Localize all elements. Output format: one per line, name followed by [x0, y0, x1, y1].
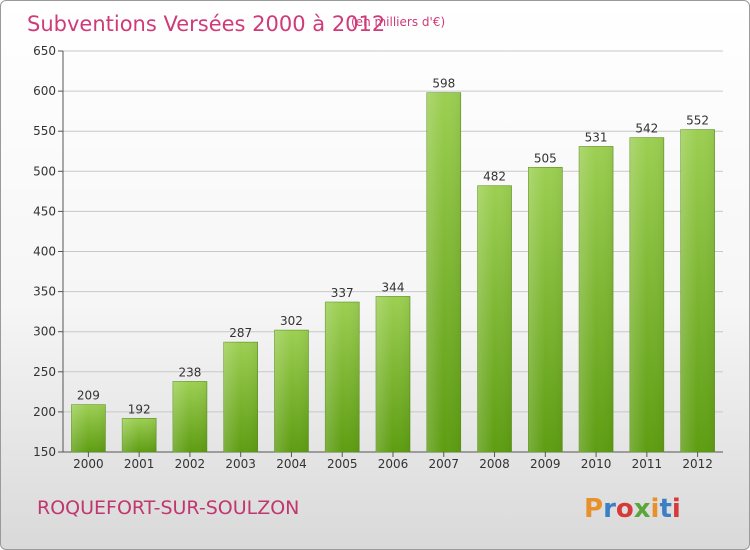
bar-shine-2000 — [71, 404, 106, 452]
proxiti-logo: Proxiti — [584, 494, 681, 524]
chart-title: Subventions Versées 2000 à 2012 — [27, 12, 385, 36]
data-labels: 209 192 238 287 302 337 344 598 482 505 531 542 552 — [77, 77, 709, 417]
bars — [71, 92, 715, 453]
value-label-2000: 209 — [77, 389, 100, 403]
x-tick-label-2000: 2000 — [73, 457, 104, 471]
logo-letter-1: r — [603, 494, 616, 524]
x-tick-label-2003: 2003 — [225, 457, 256, 471]
y-tick-label-650: 650 — [33, 44, 56, 58]
value-label-2006: 344 — [382, 280, 405, 294]
x-tick-label-2008: 2008 — [479, 457, 510, 471]
x-tick-label-2012: 2012 — [682, 457, 713, 471]
bar-shine-2009 — [528, 167, 563, 453]
value-label-2004: 302 — [280, 314, 303, 328]
value-label-2003: 287 — [229, 326, 252, 340]
x-tick-label-2007: 2007 — [428, 457, 459, 471]
x-tick-label-2002: 2002 — [175, 457, 206, 471]
value-label-2009: 505 — [534, 151, 557, 165]
logo-letter-6: i — [672, 494, 681, 524]
y-tick-label-450: 450 — [33, 204, 56, 218]
x-tick-label-2004: 2004 — [276, 457, 307, 471]
y-tick-label-600: 600 — [33, 84, 56, 98]
bar-shine-2011 — [629, 137, 664, 452]
logo-letter-5: t — [659, 494, 671, 524]
bar-shine-2005 — [325, 302, 360, 452]
y-tick-label-500: 500 — [33, 164, 56, 178]
logo-letter-3: x — [634, 494, 651, 524]
value-label-2011: 542 — [635, 122, 658, 136]
logo-letter-0: P — [584, 494, 603, 524]
x-tick-label-2005: 2005 — [327, 457, 358, 471]
logo-letter-2: o — [616, 494, 634, 524]
value-label-2001: 192 — [128, 402, 151, 416]
value-label-2012: 552 — [686, 114, 709, 128]
commune-name: ROQUEFORT-SUR-SOULZON — [37, 497, 299, 519]
x-tick-label-2006: 2006 — [378, 457, 409, 471]
value-label-2007: 598 — [432, 77, 455, 91]
x-tick-label-2011: 2011 — [632, 457, 663, 471]
x-tick-label-2010: 2010 — [581, 457, 612, 471]
bar-shine-2002 — [172, 381, 207, 452]
x-tick-label-2009: 2009 — [530, 457, 561, 471]
y-tick-label-400: 400 — [33, 245, 56, 259]
chart-subtitle: (en milliers d'€) — [351, 15, 445, 29]
bar-shine-2006 — [376, 296, 410, 452]
y-tick-label-300: 300 — [33, 325, 56, 339]
axes: 150 200 250 300 350 400 450 500 550 600 650 — [33, 44, 723, 459]
y-tick-label-250: 250 — [33, 365, 56, 379]
y-tick-label-550: 550 — [33, 124, 56, 138]
y-tick-label-350: 350 — [33, 285, 56, 299]
value-label-2002: 238 — [178, 365, 201, 379]
bar-shine-2010 — [579, 146, 614, 453]
bar-shine-2003 — [223, 342, 258, 452]
value-label-2005: 337 — [331, 286, 354, 300]
value-label-2010: 531 — [585, 130, 608, 144]
bar-shine-2008 — [477, 185, 512, 452]
x-tick-label-2001: 2001 — [124, 457, 155, 471]
logo-letter-4: i — [651, 494, 660, 524]
x-axis-ticks: 2000 2001 2002 2003 2004 2005 2006 2007 2008 2009… — [73, 452, 713, 471]
bar-shine-2012 — [680, 129, 715, 452]
value-label-2008: 482 — [483, 170, 506, 184]
y-tick-label-200: 200 — [33, 405, 56, 419]
bar-shine-2001 — [122, 418, 157, 452]
bar-shine-2007 — [426, 92, 461, 452]
y-tick-label-150: 150 — [33, 445, 56, 459]
bar-shine-2004 — [274, 330, 309, 452]
